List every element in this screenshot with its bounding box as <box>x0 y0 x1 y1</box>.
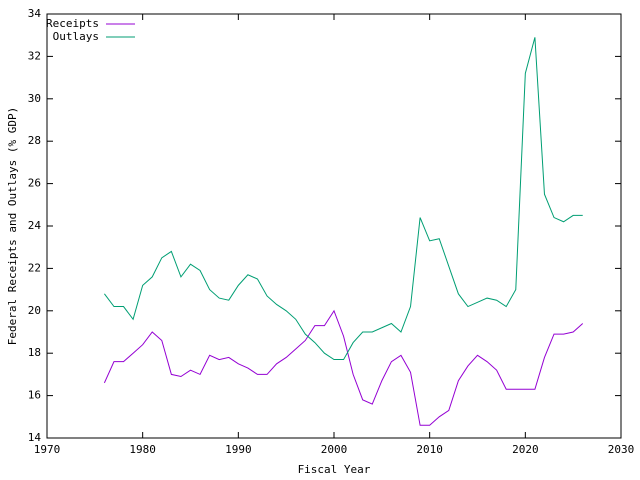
y-tick-label: 28 <box>28 134 41 147</box>
y-tick-label: 18 <box>28 346 41 359</box>
y-tick-label: 24 <box>28 219 42 232</box>
y-tick-label: 20 <box>28 304 41 317</box>
series-line <box>104 37 583 361</box>
x-tick-label: 1980 <box>129 443 156 456</box>
x-tick-label: 2010 <box>416 443 443 456</box>
x-tick-label: 2000 <box>321 443 348 456</box>
y-axis-label: Federal Receipts and Outlays (% GDP) <box>6 107 19 345</box>
y-tick-label: 30 <box>28 92 41 105</box>
legend-label: Outlays <box>53 30 99 43</box>
x-tick-label: 1990 <box>225 443 252 456</box>
y-tick-label: 34 <box>28 7 42 20</box>
y-tick-label: 22 <box>28 261 41 274</box>
y-tick-label: 26 <box>28 177 41 190</box>
x-axis-label: Fiscal Year <box>298 463 371 476</box>
y-tick-label: 32 <box>28 49 41 62</box>
x-tick-label: 2030 <box>608 443 635 456</box>
x-tick-label: 2020 <box>512 443 539 456</box>
legend-label: Receipts <box>46 17 99 30</box>
series-line <box>103 309 584 426</box>
x-tick-label: 1970 <box>34 443 61 456</box>
y-tick-label: 16 <box>28 389 41 402</box>
y-tick-label: 14 <box>28 431 42 444</box>
